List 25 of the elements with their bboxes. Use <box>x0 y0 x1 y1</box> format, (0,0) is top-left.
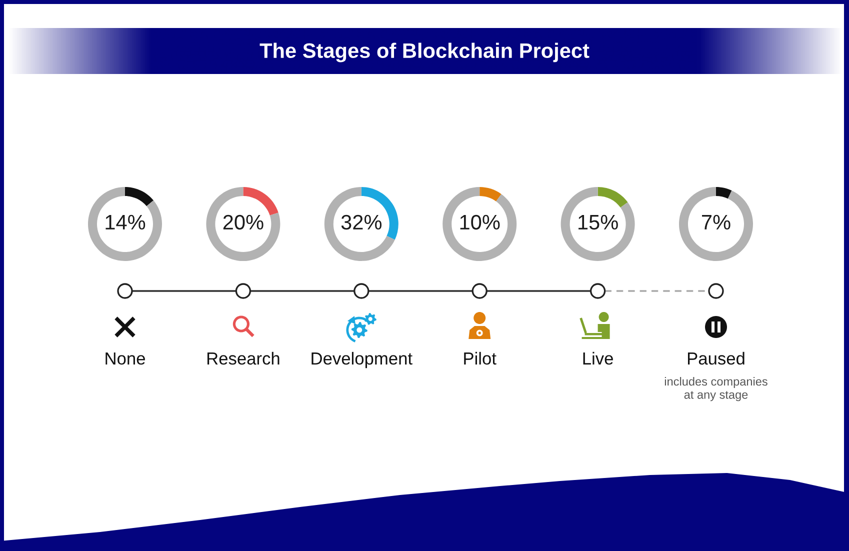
data-label: 10% <box>460 214 500 230</box>
donut-slice <box>480 187 502 202</box>
donut-slice <box>560 187 635 261</box>
legend-label: Live <box>583 352 613 365</box>
donut-slice <box>324 187 395 261</box>
legend-label: Pilot <box>464 352 496 365</box>
data-label: 20% <box>223 214 264 230</box>
donut-slice <box>125 187 154 206</box>
donut-slice <box>442 187 517 261</box>
legend-label: Research <box>207 352 280 365</box>
data-label: 14% <box>106 214 146 230</box>
data-label: 32% <box>341 214 382 230</box>
data-label: 15% <box>578 214 618 230</box>
donut-slice <box>679 187 753 261</box>
donut-slice <box>243 187 278 216</box>
donut-slice <box>598 187 628 208</box>
donut-slice <box>716 187 732 199</box>
legend-label: None <box>106 352 145 365</box>
donut-slice <box>88 187 162 261</box>
data-label: 7% <box>702 214 730 230</box>
donut-slice <box>206 187 280 261</box>
legend-label: Paused <box>688 352 744 365</box>
legend-label: Development <box>312 352 412 368</box>
text: includes companies at any stage <box>664 377 768 402</box>
text: The Stages of Blockchain Project <box>260 42 590 62</box>
